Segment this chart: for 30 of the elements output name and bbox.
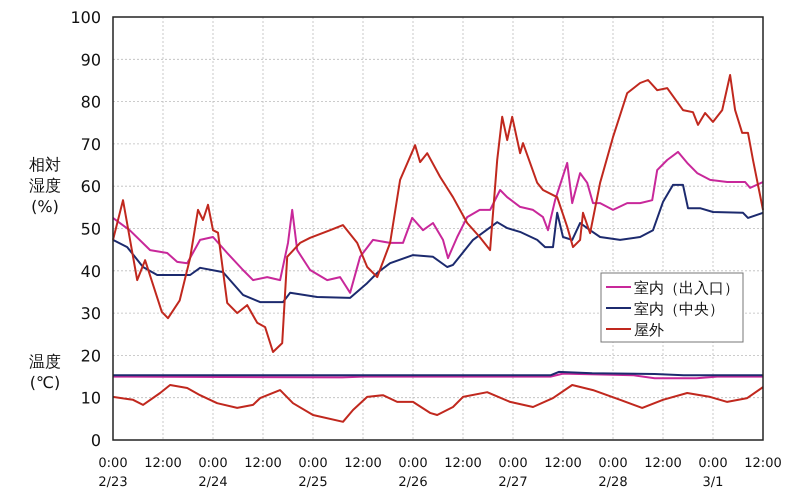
x-tick-label: 0:00 2/28 [598, 456, 628, 490]
x-tick-label: 12:00 [744, 456, 782, 471]
x-tick-label: 0:00 2/24 [198, 456, 228, 490]
y-tick-label: 40 [80, 262, 101, 281]
y-tick-label: 90 [80, 50, 101, 70]
y-tick-label: 60 [80, 177, 101, 196]
x-tick-label: 12:00 [244, 456, 282, 471]
x-tick-label: 12:00 [444, 456, 482, 471]
legend-label: 室内（中央） [634, 300, 724, 318]
x-tick-label: 12:00 [144, 456, 182, 471]
x-tick-label: 0:00 2/27 [498, 456, 528, 490]
y-tick-label: 50 [80, 220, 101, 238]
x-tick-label: 12:00 [544, 456, 582, 471]
ylabel: 相対湿度(%) [29, 155, 61, 216]
y-tick-label: 30 [80, 304, 101, 324]
y-tick-label: 20 [80, 346, 101, 366]
y-tick-label: 70 [80, 134, 101, 154]
x-tick-label: 12:00 [344, 456, 382, 471]
legend-label: 屋外 [634, 321, 664, 339]
y-tick-label: 100 [70, 8, 101, 27]
x-tick-label: 0:00 2/26 [398, 456, 428, 490]
legend-label: 室内（出入口） [634, 279, 739, 297]
annotation: 温度(℃) [29, 352, 61, 392]
x-tick-label: 12:00 [644, 456, 682, 471]
y-tick-label: 10 [80, 388, 101, 408]
x-tick-label: 0:00 3/1 [698, 456, 728, 490]
y-tick-label: 80 [80, 92, 101, 112]
x-tick-label: 0:00 2/23 [98, 456, 128, 490]
y-tick-label: 0 [90, 431, 101, 450]
x-tick-label: 0:00 2/25 [298, 456, 328, 490]
